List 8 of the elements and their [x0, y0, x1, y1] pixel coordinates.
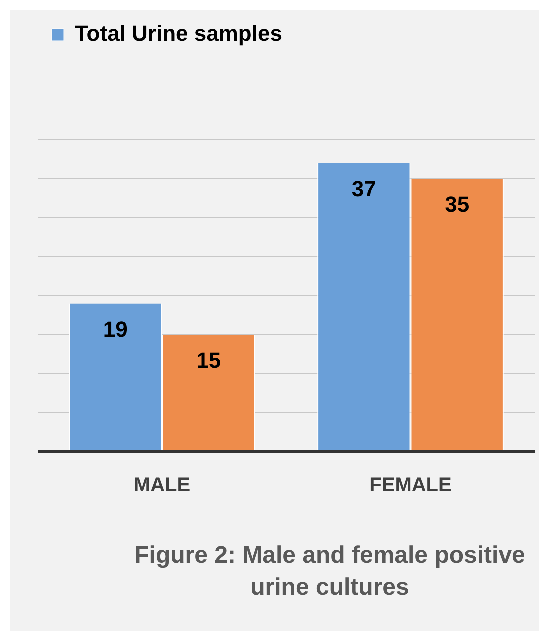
data-label: 15: [196, 348, 222, 374]
x-tick-label: MALE: [134, 474, 191, 497]
data-label: 35: [445, 192, 470, 218]
data-label: 19: [103, 316, 128, 342]
data-label: 37: [352, 176, 376, 202]
legend-label: Total Urine samples: [75, 21, 282, 46]
text: Figure 2: Male and female positive urine cultures: [134, 541, 526, 603]
x-tick-label: FEMALE: [370, 474, 452, 497]
